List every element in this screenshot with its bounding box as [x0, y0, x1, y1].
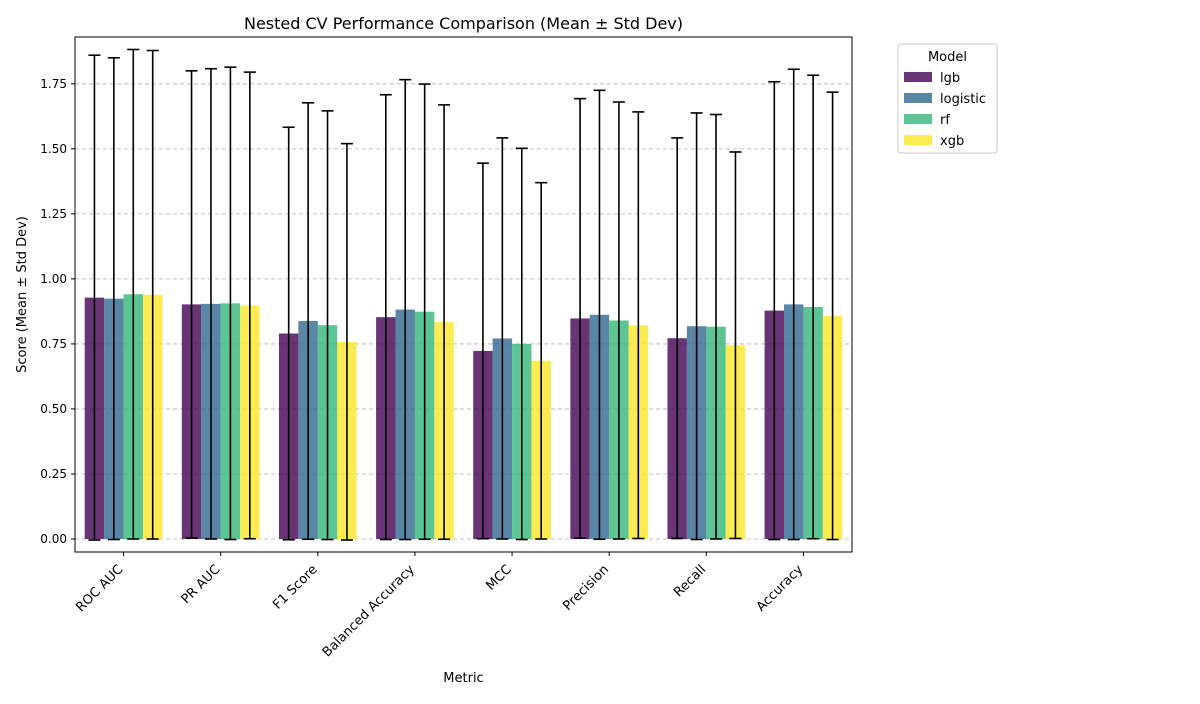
y-tick-label: 0.50 — [40, 402, 67, 416]
plot-frame — [74, 36, 853, 553]
y-tick-label: 1.25 — [40, 207, 67, 221]
x-tick-label: Precision — [560, 562, 612, 614]
y-axis-label: Score (Mean ± Std Dev) — [15, 216, 30, 373]
y-tick-label: 1.00 — [40, 272, 67, 286]
y-tick-label: 0.25 — [40, 467, 67, 481]
x-tick-label: Accuracy — [754, 562, 807, 615]
legend-label-logistic: logistic — [940, 92, 986, 107]
x-tick-label: ROC AUC — [73, 562, 126, 615]
legend-label-xgb: xgb — [940, 134, 964, 149]
legend-items: lgb logistic rf xgb — [904, 71, 986, 149]
legend: Model lgb logistic rf xgb — [897, 43, 998, 154]
legend-box — [897, 43, 998, 154]
y-tick-label: 1.75 — [40, 77, 67, 91]
x-tick-label: MCC — [484, 562, 515, 593]
legend-label-lgb: lgb — [940, 71, 960, 86]
x-tick-label: Recall — [671, 562, 709, 600]
x-tick-label: Balanced Accuracy — [320, 562, 418, 660]
x-tick-label: F1 Score — [270, 562, 320, 612]
bars-layer — [84, 294, 843, 539]
y-tick-label: 0.75 — [40, 337, 67, 351]
legend-swatch-lgb — [904, 72, 932, 82]
x-tick-label: PR AUC — [179, 562, 224, 607]
legend-swatch-xgb — [904, 135, 932, 145]
legend-title: Model — [928, 50, 967, 65]
chart-title: Nested CV Performance Comparison (Mean ±… — [244, 14, 683, 33]
x-axis-label: Metric — [443, 671, 483, 686]
x-axis: ROC AUC PR AUC F1 Score Balanced Accuracy MC… — [73, 552, 806, 660]
legend-swatch-rf — [904, 114, 932, 124]
legend-label-rf: rf — [940, 113, 950, 128]
legend-swatch-logistic — [904, 93, 932, 103]
y-tick-label: 0.00 — [40, 532, 67, 546]
error-bars-layer — [88, 48, 839, 541]
y-tick-label: 1.50 — [40, 142, 67, 156]
y-axis: 0.00 0.25 0.50 0.75 1.00 1.25 1.50 1.75 — [40, 77, 75, 546]
